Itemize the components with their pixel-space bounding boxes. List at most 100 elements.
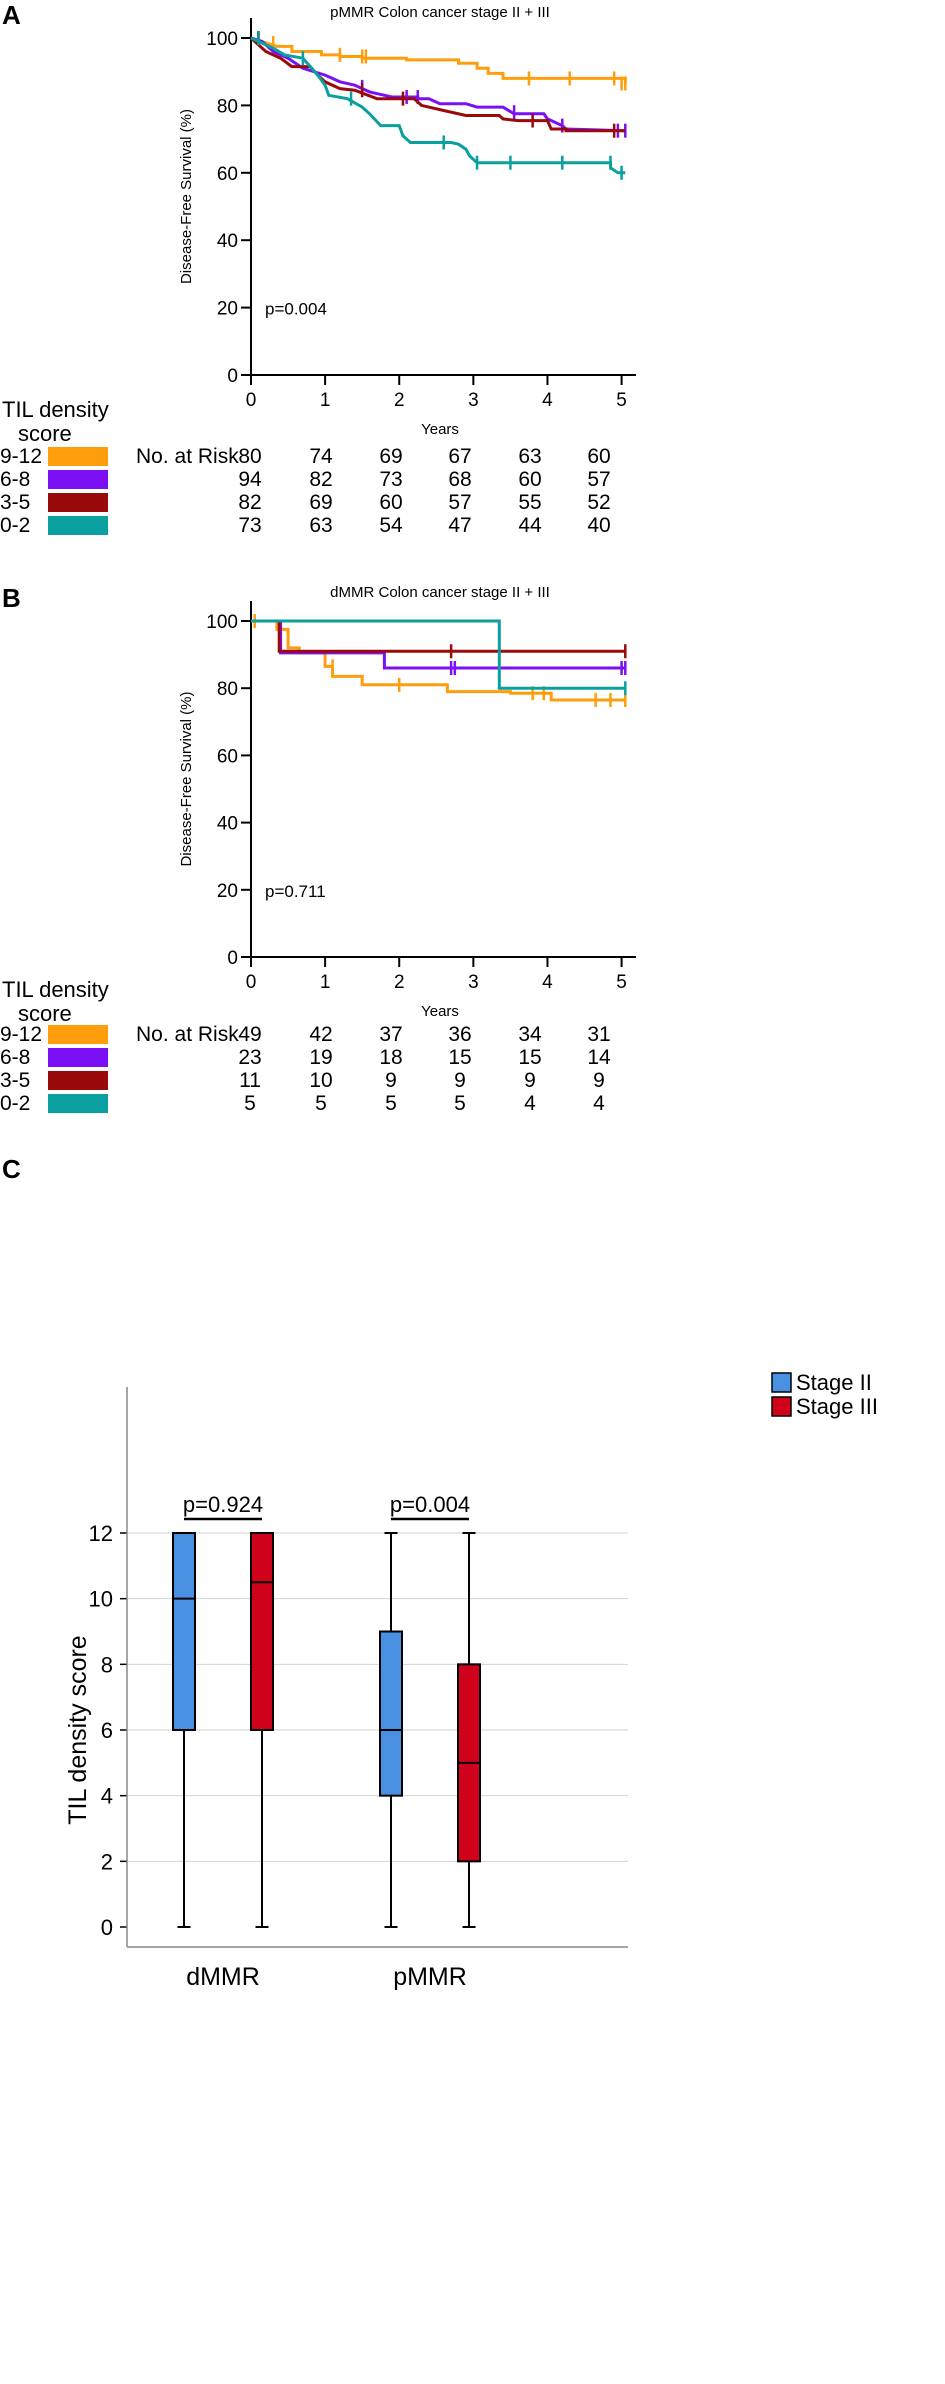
y-tick-label: 4 (101, 1784, 113, 1809)
panel-letter-c: C (2, 1154, 21, 1184)
at-risk-value: 15 (448, 1046, 472, 1069)
at-risk-value: 5 (244, 1092, 256, 1115)
legend-item-0-2: 0-2 (0, 514, 110, 538)
legend-label-Stage-II: Stage II (796, 1370, 872, 1395)
box-pMMR-Stage-II (379, 1630, 403, 1797)
km-chart-dmmr: dMMR Colon cancer stage II + III02040608… (178, 584, 636, 1020)
legend-title-line-1: TIL density (2, 397, 109, 422)
legend-title-a: TIL density score (2, 398, 109, 446)
at-risk-value: 31 (587, 1023, 611, 1046)
at-risk-value: 63 (518, 445, 542, 468)
y-tick-label: 100 (206, 29, 238, 50)
legend-swatch (48, 516, 108, 535)
legend-swatch (48, 447, 108, 466)
at-risk-value: 55 (518, 491, 542, 514)
x-tick-label: 3 (468, 972, 479, 993)
legend-swatch (48, 1048, 108, 1067)
x-tick-label: 0 (246, 390, 257, 411)
legend-label: 6-8 (0, 1046, 31, 1069)
p-value-annotation: p=0.711 (265, 882, 326, 901)
km-series-3-5 (249, 36, 626, 133)
legend-item-9-12: 9-12 (0, 445, 110, 469)
category-label-dMMR: dMMR (186, 1963, 260, 1991)
legend-label: 9-12 (0, 445, 43, 468)
at-risk-value: 54 (379, 514, 403, 537)
at-risk-value: 80 (238, 445, 262, 468)
y-tick-label: 12 (89, 1521, 113, 1546)
chart-title: pMMR Colon cancer stage II + III (330, 4, 550, 21)
legend-label-Stage-III: Stage III (796, 1394, 878, 1419)
x-tick-label: 1 (320, 390, 331, 411)
at-risk-value: 37 (379, 1023, 403, 1046)
at-risk-value: 10 (309, 1069, 333, 1092)
at-risk-value: 69 (309, 491, 333, 514)
at-risk-label-a: No. at Risk (136, 445, 239, 468)
at-risk-value: 9 (454, 1069, 466, 1092)
y-tick-label: 2 (101, 1849, 113, 1874)
at-risk-value: 73 (379, 468, 403, 491)
legend-item-3-5: 3-5 (0, 1069, 110, 1093)
legend-item-9-12: 9-12 (0, 1023, 110, 1047)
km-chart-pmmr: pMMR Colon cancer stage II + III02040608… (178, 4, 636, 438)
x-tick-label: 5 (616, 390, 627, 411)
legend-title-line-2: score (18, 1001, 72, 1026)
legend-item-6-8: 6-8 (0, 468, 110, 492)
legend-label: 0-2 (0, 1092, 31, 1115)
panel-c: C 0 2 4 6 8 10 12 TIL density score dMMR pMMR p=0.… (0, 1150, 945, 2384)
at-risk-value: 69 (379, 445, 403, 468)
legend-label: 9-12 (0, 1023, 43, 1046)
legend-item-3-5: 3-5 (0, 491, 110, 515)
km-series-0-2 (250, 36, 626, 175)
at-risk-value: 52 (587, 491, 611, 514)
y-tick-label: 100 (206, 612, 238, 633)
at-risk-value: 36 (448, 1023, 472, 1046)
x-tick-label: 2 (394, 972, 405, 993)
p-value-annotation: p=0.004 (265, 300, 327, 319)
x-axis-label: Years (421, 421, 459, 438)
at-risk-value: 94 (238, 468, 262, 491)
at-risk-value: 40 (587, 514, 611, 537)
x-axis-label: Years (421, 1003, 459, 1020)
y-axis-label: TIL density score (64, 1635, 92, 1824)
legend-swatch-Stage-III (771, 1396, 792, 1417)
at-risk-value: 9 (385, 1069, 397, 1092)
x-tick-label: 5 (616, 972, 627, 993)
at-risk-value: 74 (309, 445, 333, 468)
at-risk-value: 5 (385, 1092, 397, 1115)
at-risk-value: 60 (379, 491, 403, 514)
at-risk-value: 14 (587, 1046, 611, 1069)
x-tick-label: 0 (246, 972, 257, 993)
panel-letter-a: A (2, 0, 21, 30)
at-risk-value: 4 (524, 1092, 536, 1115)
y-tick-label: 20 (217, 299, 238, 320)
y-tick-label: 8 (101, 1652, 113, 1677)
at-risk-value: 11 (239, 1069, 261, 1092)
legend-item-0-2: 0-2 (0, 1092, 110, 1116)
at-risk-label-b: No. at Risk (136, 1023, 239, 1046)
legend-label: 0-2 (0, 514, 31, 537)
comparison-label-pMMR: p=0.004 (390, 1492, 470, 1517)
y-axis-label: Disease-Free Survival (%) (178, 691, 195, 866)
x-tick-label: 3 (468, 390, 479, 411)
legend-title-b: TIL density score (2, 978, 109, 1026)
panel-b: B dMMR Colon cancer stage II + III 0 20 40 6… (0, 583, 945, 1143)
at-risk-value: 60 (587, 445, 611, 468)
at-risk-value: 49 (238, 1023, 262, 1046)
km-series-6-8 (251, 619, 626, 670)
y-tick-label: 80 (217, 679, 238, 700)
at-risk-value: 47 (448, 514, 472, 537)
box-dMMR-Stage-II (172, 1532, 196, 1731)
legend-swatch (48, 470, 108, 489)
at-risk-value: 42 (309, 1023, 333, 1046)
box-dMMR-Stage-III (250, 1532, 274, 1731)
y-axis-label: Disease-Free Survival (%) (178, 109, 195, 284)
y-tick-label: 40 (217, 231, 238, 252)
x-tick-label: 1 (320, 972, 331, 993)
legend-swatch (48, 1094, 108, 1113)
legend-swatch-Stage-II (771, 1372, 792, 1393)
legend-swatch (48, 493, 108, 512)
legend-title-line-2: score (18, 421, 72, 446)
at-risk-value: 57 (587, 468, 611, 491)
at-risk-value: 82 (309, 468, 333, 491)
legend-swatch (48, 1025, 108, 1044)
